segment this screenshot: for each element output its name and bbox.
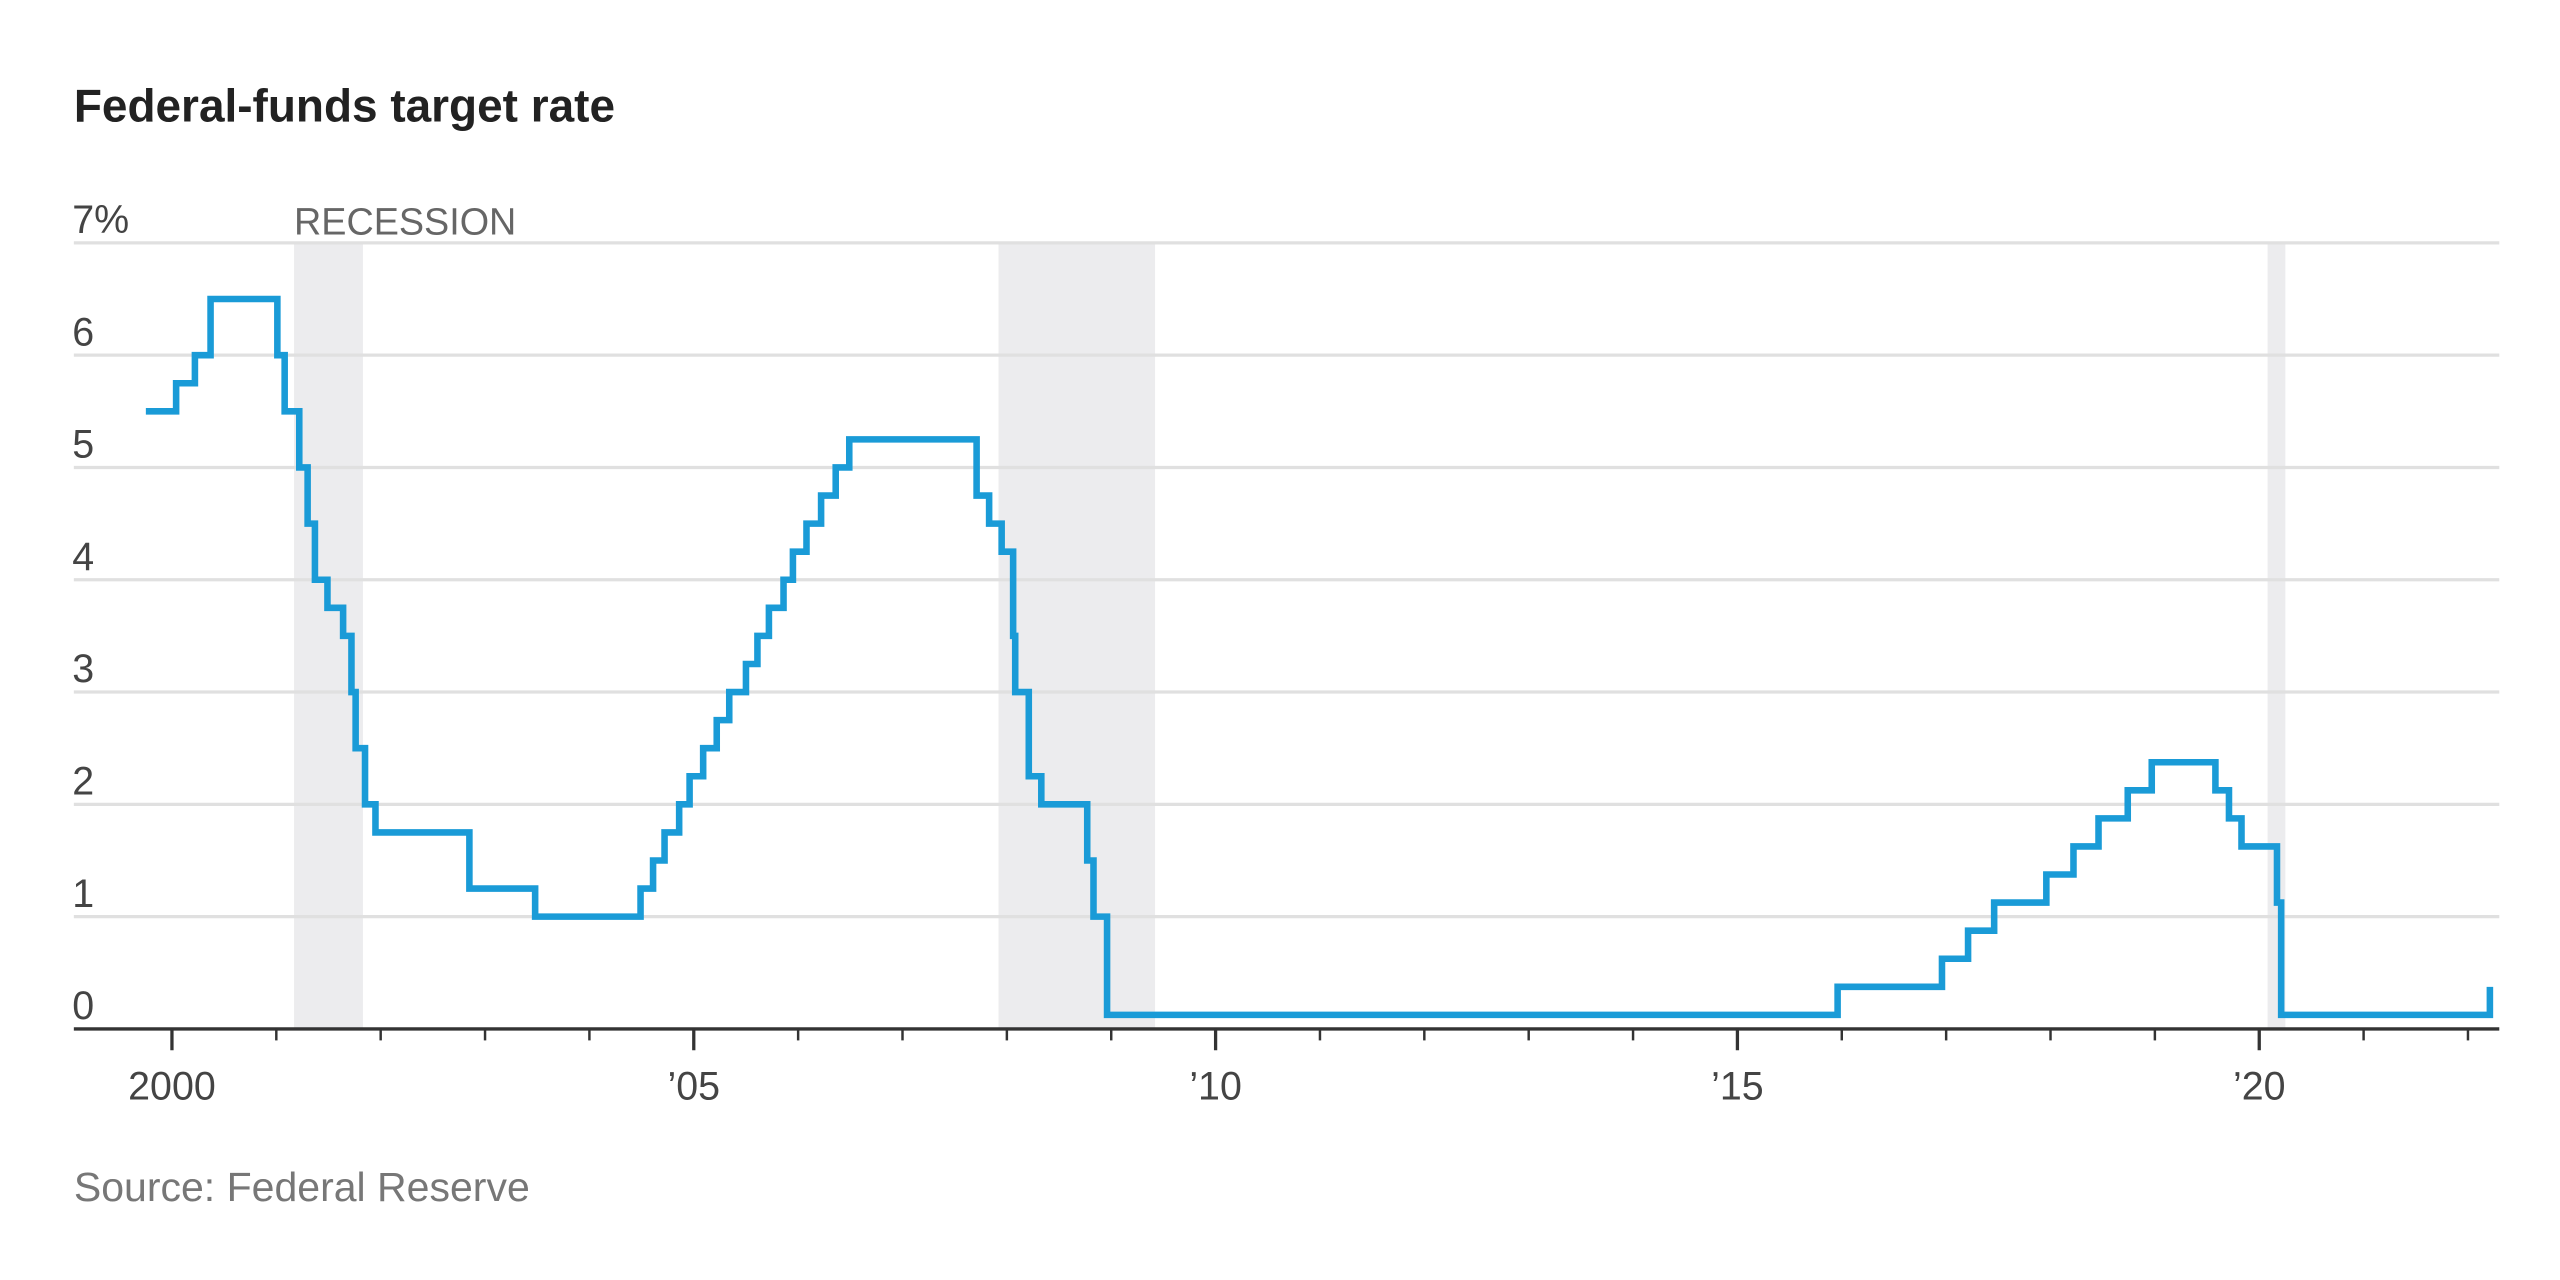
y-tick-label: 5 <box>72 423 94 467</box>
line-series <box>145 295 2494 1019</box>
y-tick-label: 3 <box>72 647 94 691</box>
recession-band <box>2267 242 2286 1029</box>
y-tick-label: 1 <box>72 872 94 916</box>
x-tick-label: ’05 <box>667 1064 720 1108</box>
y-tick-label: 0 <box>72 984 94 1028</box>
y-tick-label: 6 <box>72 310 94 354</box>
y-tick-label: 2 <box>72 759 94 803</box>
y-tick-label: 4 <box>72 535 94 579</box>
x-tick-label: ’15 <box>1711 1064 1764 1108</box>
x-tick-label: ’10 <box>1189 1064 1242 1108</box>
recession-label: RECESSION <box>294 201 516 243</box>
y-tick-label: 7% <box>72 198 129 242</box>
source-note: Source: Federal Reserve <box>74 1164 530 1210</box>
x-tick-label: 2000 <box>128 1064 216 1108</box>
recession-band <box>998 242 1156 1029</box>
chart-title: Federal-funds target rate <box>74 79 615 131</box>
x-tick-label: ’20 <box>2233 1064 2286 1108</box>
